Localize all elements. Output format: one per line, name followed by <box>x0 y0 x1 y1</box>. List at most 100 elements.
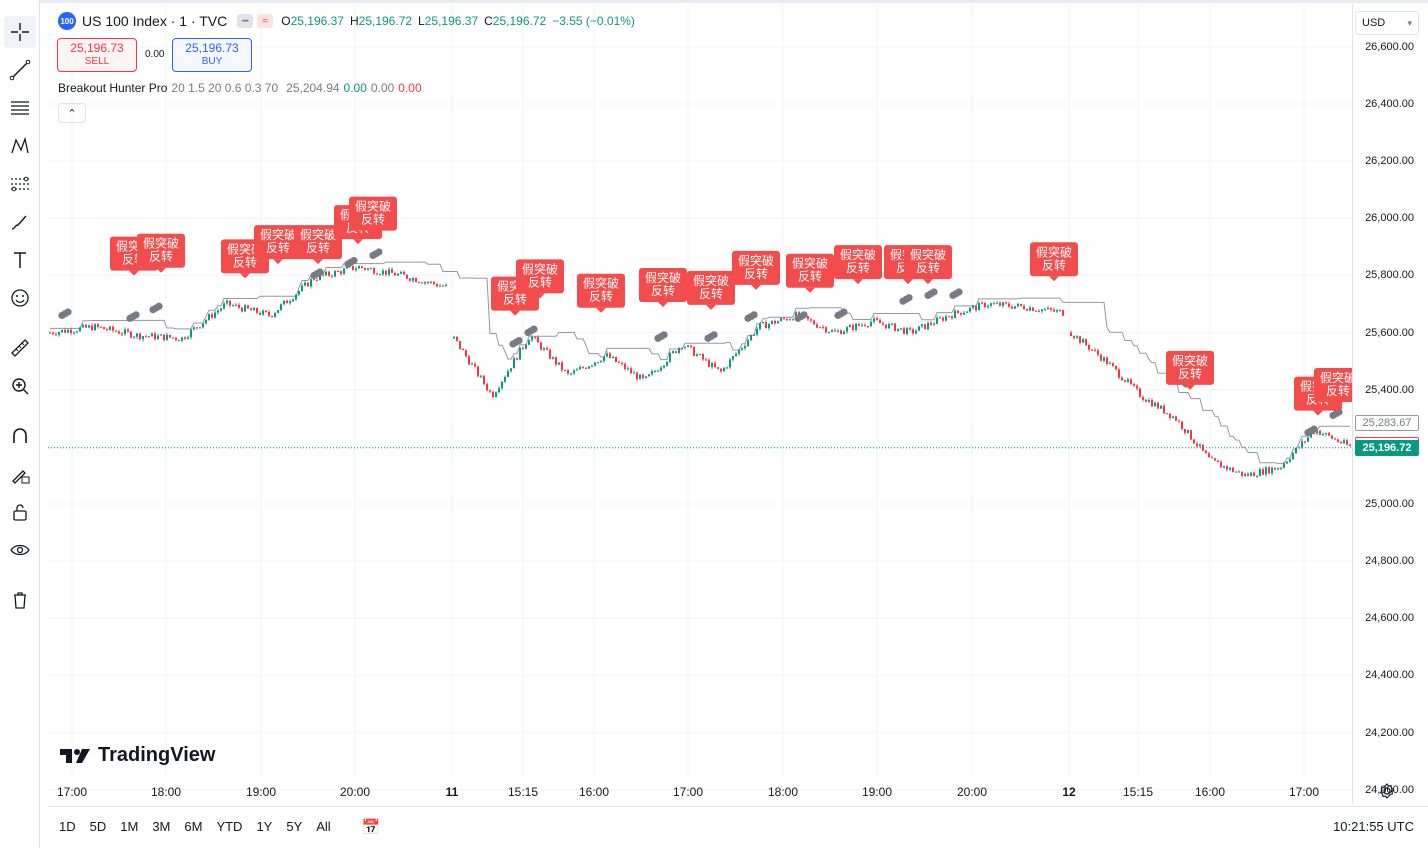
compare-calendar-icon[interactable]: 📅 <box>361 818 381 836</box>
range-button[interactable]: All <box>316 819 331 834</box>
lock-icon[interactable] <box>4 496 36 528</box>
candle-body <box>439 285 441 287</box>
candle-body <box>343 268 345 274</box>
price-tick-label: 25,400.00 <box>1365 383 1414 396</box>
range-button[interactable]: 1D <box>59 819 76 834</box>
candle-body <box>196 327 198 329</box>
candle-body <box>316 279 318 281</box>
range-button[interactable]: 5D <box>89 819 107 834</box>
settings-gear-icon[interactable] <box>1378 782 1396 800</box>
symbol-title[interactable]: US 100 Index · 1 · TVC <box>82 13 228 29</box>
price-tick-label: 24,600.00 <box>1365 612 1414 625</box>
candle-body <box>810 319 812 321</box>
candle-body <box>969 307 971 312</box>
candle-body <box>292 299 294 302</box>
time-axis[interactable]: 17:00 18:00 19:00 20:00 11 15:15 16:00 17:00 18:… <box>48 778 1352 806</box>
candle-body <box>915 330 917 334</box>
candle-body <box>1076 336 1078 338</box>
candle-body <box>436 284 438 287</box>
candle-body <box>133 336 135 338</box>
price-tick-label: 25,000.00 <box>1365 498 1414 510</box>
range-button[interactable]: YTD <box>216 819 243 834</box>
candle-body <box>903 328 905 334</box>
trend-line-icon[interactable] <box>4 54 36 86</box>
candle-body <box>124 329 126 335</box>
horizontal-lines-icon[interactable] <box>4 92 36 124</box>
range-button[interactable]: 1Y <box>256 819 273 834</box>
buy-button[interactable]: 25,196.73 BUY <box>172 38 252 72</box>
price-axis[interactable]: 26,600.00 26,400.00 26,200.00 26,000.00 25,8… <box>1352 4 1428 804</box>
candle-body <box>1014 306 1016 309</box>
candle-body <box>211 314 213 318</box>
candle-body <box>711 363 713 367</box>
change-value: −3.55 (−0.01%) <box>552 14 635 28</box>
candle-body <box>705 359 707 361</box>
signal-dots <box>58 248 1343 437</box>
candle-body <box>1044 309 1046 311</box>
currency-select[interactable]: USD ▾ <box>1355 11 1419 35</box>
candle-body <box>723 367 725 372</box>
candle-body <box>1349 444 1351 447</box>
signal-label-box <box>786 253 834 288</box>
signal-label-text: 反转 <box>744 266 768 281</box>
ruler-icon[interactable] <box>4 332 36 364</box>
symbol-logo[interactable]: 100 <box>58 12 76 30</box>
range-button[interactable]: 3M <box>152 819 171 834</box>
fib-icon[interactable] <box>4 168 36 200</box>
wave-icon[interactable]: ≈ <box>257 14 274 28</box>
clock[interactable]: 10:21:55 UTC <box>1333 819 1414 834</box>
candle-body <box>918 326 920 331</box>
candle-body <box>579 367 581 370</box>
range-button[interactable]: 5Y <box>286 819 303 834</box>
indicator-name[interactable]: Breakout Hunter Pro <box>58 81 168 95</box>
candle-body <box>564 370 566 372</box>
indicator-legend[interactable]: Breakout Hunter Pro 20 1.5 20 0.6 0.3 70… <box>58 81 422 95</box>
zoom-in-icon[interactable] <box>4 370 36 402</box>
sell-button[interactable]: 25,196.73 SELL <box>57 38 137 72</box>
signal-label-pointer <box>751 284 761 290</box>
range-button[interactable]: 6M <box>184 819 203 834</box>
trash-icon[interactable] <box>4 584 36 616</box>
candle-body <box>1160 405 1162 409</box>
collapse-legend-button[interactable]: ⌃ <box>58 103 86 123</box>
price-chart[interactable]: 假突破反转假突破反转假突破反转假突破反转假突破反转假突破反转假突破反转假突破反转… <box>48 4 1352 804</box>
candle-body <box>283 300 285 305</box>
candle-body <box>106 329 108 331</box>
candle-body <box>370 268 372 270</box>
candle-body <box>1334 438 1336 440</box>
emoji-icon[interactable] <box>4 282 36 314</box>
candle-body <box>244 305 246 312</box>
candle-body <box>1286 461 1288 464</box>
candle-body <box>1235 471 1237 473</box>
candle-body <box>442 285 444 287</box>
brush-icon[interactable] <box>4 206 36 238</box>
lock-drawing-icon[interactable] <box>4 458 36 490</box>
magnet-icon[interactable] <box>4 420 36 452</box>
time-tick-label: 20:00 <box>956 785 988 799</box>
range-button[interactable]: 1M <box>120 819 139 834</box>
signal-dot <box>800 311 808 319</box>
candle-body <box>729 359 731 368</box>
signal-label-text: 假突破 <box>1320 370 1352 385</box>
signal-label-text: 假突破 <box>143 236 179 251</box>
candle-body <box>927 322 929 330</box>
tradingview-logo[interactable]: TradingView <box>60 744 215 767</box>
candle-body <box>205 320 207 324</box>
pattern-icon[interactable] <box>4 130 36 162</box>
candle-body <box>990 303 992 306</box>
signal-dot <box>350 256 358 265</box>
indicator-v2: 0.00 <box>370 81 395 95</box>
candle-body <box>1026 309 1028 311</box>
candle-body <box>184 337 186 339</box>
candle-body <box>148 336 150 338</box>
c-label: C <box>484 14 493 28</box>
text-icon[interactable] <box>4 244 36 276</box>
signal-label-pointer <box>1049 276 1059 282</box>
eye-icon[interactable] <box>4 534 36 566</box>
minus-icon[interactable]: ━ <box>237 14 254 28</box>
candle-body <box>175 337 177 340</box>
candle-body <box>1139 388 1141 397</box>
crosshair-icon[interactable] <box>4 16 36 48</box>
